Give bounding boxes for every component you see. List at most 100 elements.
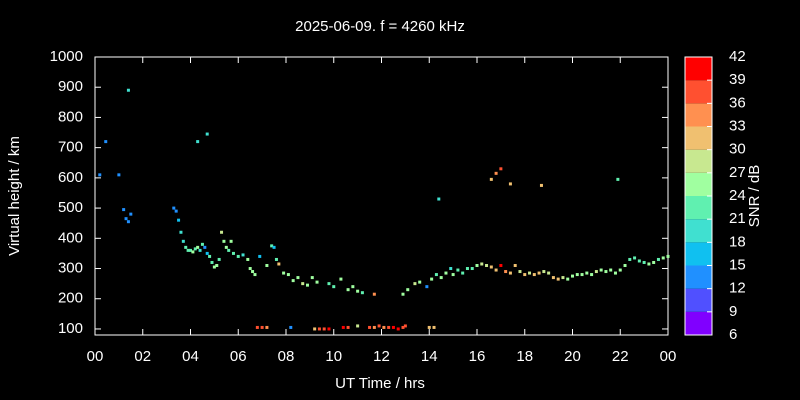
x-tick-label: 14 — [421, 348, 438, 365]
data-point — [255, 325, 259, 329]
data-point — [489, 265, 493, 269]
data-point — [270, 244, 274, 248]
data-point — [346, 325, 350, 329]
colorbar-band — [685, 219, 712, 243]
data-point — [566, 277, 570, 281]
colorbar-band — [685, 80, 712, 104]
x-tick-label: 16 — [469, 348, 486, 365]
colorbar-tick-label: 21 — [729, 210, 746, 227]
data-point — [401, 325, 405, 329]
data-point — [231, 251, 235, 255]
data-point — [196, 140, 200, 144]
data-point — [217, 257, 221, 261]
data-point — [518, 270, 522, 274]
data-point — [542, 270, 546, 274]
y-tick-label: 400 — [58, 229, 83, 246]
data-point — [272, 245, 276, 249]
data-point — [341, 325, 345, 329]
data-point — [265, 264, 269, 267]
data-point — [296, 276, 300, 280]
data-point — [315, 280, 319, 284]
data-point — [322, 327, 326, 331]
data-point — [499, 264, 503, 267]
data-point — [332, 285, 336, 289]
data-point — [305, 283, 309, 287]
data-point — [205, 132, 209, 136]
data-point — [434, 273, 438, 277]
y-tick-label: 800 — [58, 108, 83, 125]
data-point — [205, 251, 209, 255]
data-point — [246, 257, 250, 261]
data-point — [356, 324, 360, 328]
data-point — [251, 270, 255, 274]
data-point — [461, 271, 465, 275]
data-point — [282, 271, 286, 275]
colorbar-tick-label: 27 — [729, 164, 746, 181]
data-point — [241, 253, 245, 257]
data-point — [661, 256, 665, 260]
data-point — [372, 325, 376, 329]
data-point — [265, 325, 269, 329]
data-point — [179, 230, 183, 234]
x-tick-label: 22 — [612, 348, 629, 365]
data-point — [470, 267, 474, 271]
colorbar-band — [685, 265, 712, 289]
data-point — [368, 325, 372, 329]
data-point — [191, 250, 195, 254]
y-tick-label: 500 — [58, 199, 83, 216]
data-point — [351, 285, 355, 289]
data-point — [177, 218, 181, 222]
data-point — [274, 257, 278, 261]
data-point — [224, 245, 228, 249]
data-point — [475, 264, 479, 267]
y-tick-label: 600 — [58, 169, 83, 186]
data-point — [301, 282, 305, 286]
data-point — [494, 171, 498, 175]
data-point — [391, 325, 395, 329]
x-tick-label: 12 — [373, 348, 390, 365]
data-point — [547, 271, 551, 275]
colorbar-tick-label: 15 — [729, 256, 746, 273]
x-tick-label: 04 — [182, 348, 199, 365]
colorbar-band — [685, 126, 712, 150]
data-point — [551, 276, 555, 280]
data-point — [652, 260, 656, 264]
colorbar-tick-label: 6 — [729, 326, 737, 343]
x-tick-label: 00 — [660, 348, 677, 365]
data-point — [406, 288, 410, 292]
colorbar-tick-label: 36 — [729, 94, 746, 111]
data-point — [126, 88, 130, 92]
data-point — [508, 182, 512, 186]
data-point — [212, 265, 216, 269]
y-tick-label: 100 — [58, 320, 83, 337]
data-point — [604, 270, 608, 274]
data-point — [439, 276, 443, 280]
data-point — [623, 264, 627, 267]
x-tick-label: 18 — [516, 348, 533, 365]
data-point — [413, 282, 417, 286]
data-point — [210, 260, 214, 264]
data-point — [236, 254, 240, 258]
chart-title: 2025-06-09. f = 4260 kHz — [295, 18, 465, 35]
data-point — [585, 271, 589, 275]
data-point — [203, 245, 207, 249]
data-point — [656, 257, 660, 261]
data-point — [98, 173, 102, 177]
data-point — [451, 273, 455, 277]
data-point — [248, 267, 252, 271]
data-point — [571, 274, 574, 278]
data-point — [208, 254, 212, 258]
data-point — [628, 257, 632, 261]
data-point — [523, 273, 527, 277]
data-point — [174, 209, 178, 213]
data-point — [184, 245, 188, 249]
x-tick-label: 10 — [325, 348, 342, 365]
data-point — [181, 239, 185, 243]
data-point — [465, 267, 469, 271]
data-point — [289, 325, 293, 329]
data-point — [647, 262, 651, 266]
y-axis-label: Virtual height / km — [6, 136, 23, 256]
data-point — [504, 270, 508, 274]
data-point — [360, 291, 364, 295]
